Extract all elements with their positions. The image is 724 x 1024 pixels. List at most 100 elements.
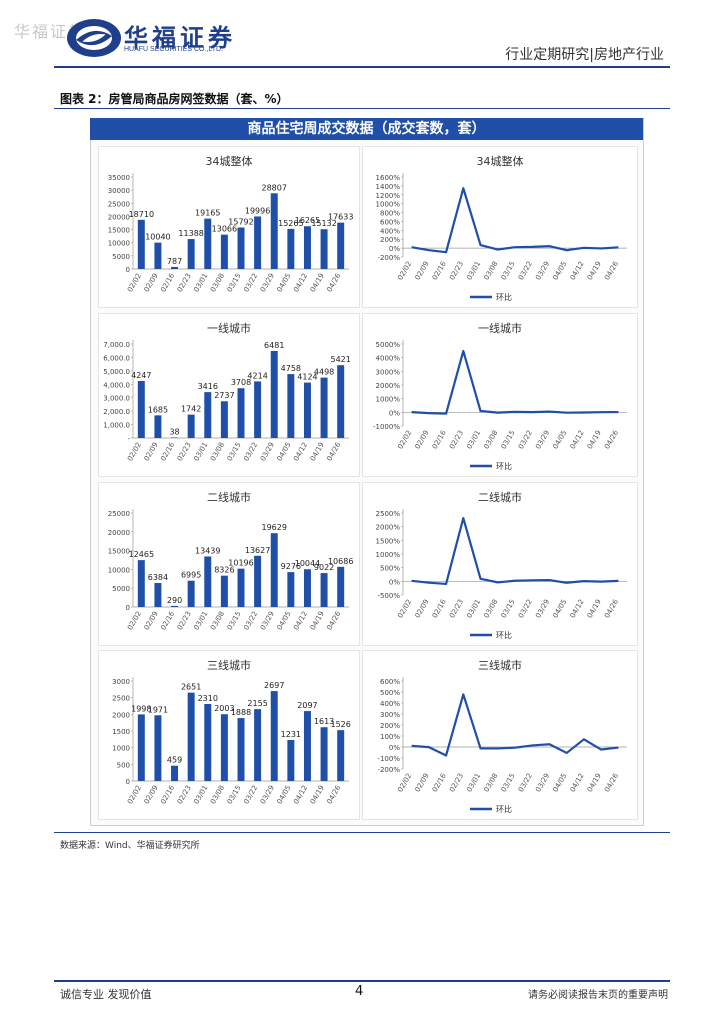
bar xyxy=(137,380,145,438)
chart-34-city-volume: 34城整体 0 5000 10000 15000 20000 25000 30000 35000… xyxy=(98,146,360,308)
bar xyxy=(287,739,295,781)
x-tick-label: 03/29 xyxy=(534,598,551,619)
data-label: 13627 xyxy=(245,546,270,555)
x-tick-label: 03/29 xyxy=(259,441,276,462)
bar xyxy=(254,216,262,269)
figure-divider xyxy=(54,108,670,109)
x-tick-label: 03/29 xyxy=(259,272,276,293)
data-label: 6384 xyxy=(148,573,168,582)
y-tick-label: 2000% xyxy=(376,382,401,390)
data-label: 459 xyxy=(167,756,182,765)
y-tick-label: 10000 xyxy=(108,566,130,574)
data-label: 1888 xyxy=(231,708,251,717)
data-label: 290 xyxy=(167,596,182,605)
data-label: 3416 xyxy=(198,382,218,391)
y-tick-label: 35000 xyxy=(108,174,130,182)
x-tick-label: 04/19 xyxy=(586,429,603,450)
y-tick-label: 500% xyxy=(380,689,400,697)
y-tick-label: 0% xyxy=(389,409,400,417)
x-tick-label: 04/26 xyxy=(325,610,342,632)
y-tick-label: 200% xyxy=(380,236,400,244)
logo-english-name: HUAFU SECURITIES CO.,LTD. xyxy=(124,46,224,53)
bar xyxy=(154,715,162,781)
data-label: 1526 xyxy=(331,720,351,729)
y-tick-label: 3000 xyxy=(112,678,130,686)
y-tick-label: 2500 xyxy=(112,695,130,703)
chart-title: 一线城市 xyxy=(207,321,251,335)
bar xyxy=(204,218,212,269)
footer-divider xyxy=(54,980,670,982)
chart-tier1-wow: 一线城市 -1000% 0% 1000% 2000% 3000% 4000% 5000% 02/… xyxy=(362,313,638,477)
x-tick-label: 04/12 xyxy=(569,772,586,793)
y-tick-label: 0 xyxy=(126,778,130,786)
bar xyxy=(204,704,212,781)
data-label: 19996 xyxy=(245,206,270,215)
data-label: 4247 xyxy=(131,371,151,380)
x-tick-label: 02/02 xyxy=(396,598,413,619)
y-tick-label: 100% xyxy=(380,733,400,741)
bar xyxy=(320,573,328,607)
data-label: 1685 xyxy=(148,405,168,414)
source-divider xyxy=(54,832,670,833)
y-tick-label: 3000% xyxy=(376,368,401,376)
x-tick-label: 02/23 xyxy=(448,429,465,450)
y-tick-label: -500% xyxy=(377,592,400,600)
x-tick-label: 03/01 xyxy=(192,441,209,462)
y-tick-label: -200% xyxy=(377,766,400,774)
header-divider xyxy=(54,66,670,68)
legend-label: 环比 xyxy=(496,804,512,814)
x-tick-label: 02/09 xyxy=(414,598,431,619)
bar xyxy=(187,692,195,781)
y-tick-label: 5,000.0 xyxy=(103,368,130,376)
data-label: 16265 xyxy=(295,216,320,225)
series-line xyxy=(411,693,619,757)
x-tick-label: 02/23 xyxy=(448,598,465,619)
bar xyxy=(270,193,278,269)
bar xyxy=(270,350,278,438)
y-tick-label: 20000 xyxy=(108,529,130,537)
x-tick-label: 03/29 xyxy=(259,784,276,805)
x-tick-label: 03/15 xyxy=(226,272,243,293)
data-label: 2697 xyxy=(264,681,284,690)
y-tick-label: 1000% xyxy=(376,201,401,209)
series-line xyxy=(411,187,619,254)
data-label: 1998 xyxy=(131,704,151,713)
bar xyxy=(337,730,345,781)
x-tick-label: 03/08 xyxy=(209,610,226,631)
x-tick-label: 02/23 xyxy=(176,441,193,462)
x-tick-label: 03/22 xyxy=(242,784,259,805)
x-tick-label: 03/08 xyxy=(482,260,499,281)
data-label: 2155 xyxy=(247,699,267,708)
x-tick-label: 04/12 xyxy=(569,598,586,619)
x-tick-label: 02/23 xyxy=(448,260,465,281)
x-tick-label: 02/16 xyxy=(431,260,448,282)
x-tick-label: 03/15 xyxy=(226,610,243,631)
x-tick-label: 02/16 xyxy=(431,429,448,451)
data-label: 3708 xyxy=(231,378,251,387)
bar xyxy=(154,242,162,269)
x-tick-label: 04/12 xyxy=(292,610,309,631)
y-tick-label: 6,000.0 xyxy=(103,354,130,362)
bar xyxy=(187,414,195,438)
x-tick-label: 02/02 xyxy=(396,260,413,281)
data-label: 1613 xyxy=(314,717,334,726)
x-tick-label: 04/05 xyxy=(551,260,568,281)
x-tick-label: 03/22 xyxy=(517,260,534,281)
y-tick-label: 1200% xyxy=(376,192,401,200)
y-tick-label: 0 xyxy=(126,266,130,274)
chart-tier3-wow: 三线城市 -200% -100% 0% 100% 200% 300% 400% 500% 600%… xyxy=(362,650,638,820)
y-tick-label: 0% xyxy=(389,578,400,586)
x-tick-label: 03/22 xyxy=(517,598,534,619)
x-tick-label: 03/01 xyxy=(465,772,482,793)
data-label: 1231 xyxy=(281,730,301,739)
data-label: 2003 xyxy=(214,704,234,713)
y-tick-label: 7,000.0 xyxy=(103,341,130,349)
y-tick-label: 15000 xyxy=(108,548,130,556)
bar xyxy=(171,605,179,607)
x-tick-label: 02/23 xyxy=(176,610,193,631)
y-tick-label: 200% xyxy=(380,722,400,730)
x-tick-label: 04/05 xyxy=(276,272,293,293)
chart-title: 二线城市 xyxy=(207,490,251,504)
x-tick-label: 04/26 xyxy=(325,441,342,463)
x-tick-label: 02/23 xyxy=(176,272,193,293)
